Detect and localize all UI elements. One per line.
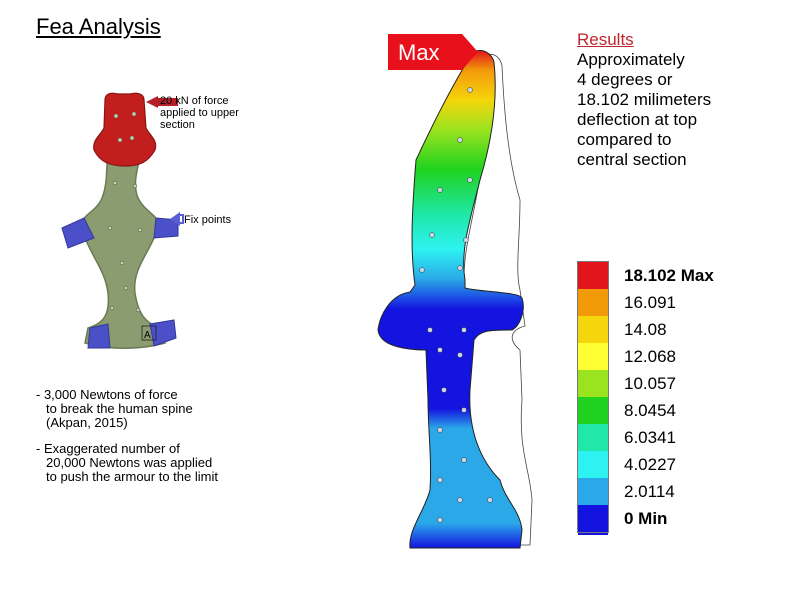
legend-entry: 4.0227 xyxy=(578,451,738,481)
legend-label: 10.057 xyxy=(624,374,676,393)
legend-label: 18.102 Max xyxy=(624,266,714,285)
note-line: to break the human spine xyxy=(46,401,193,416)
legend-swatch xyxy=(578,370,608,400)
model-body xyxy=(80,147,166,349)
note-line: - Exaggerated number of xyxy=(36,441,180,456)
load-region xyxy=(93,92,157,167)
results-line: 4 degrees or xyxy=(577,70,673,89)
fix-annotation: Fix points xyxy=(184,214,232,226)
note-line: to push the armour to the limit xyxy=(46,469,218,484)
results-line: 18.102 milimeters xyxy=(577,90,712,109)
legend-entry: 14.08 xyxy=(578,316,738,346)
legend-entry: 16.091 xyxy=(578,289,738,319)
results-line: compared to xyxy=(577,130,672,149)
legend-entry: 12.068 xyxy=(578,343,738,373)
load-setup-model: A xyxy=(61,92,184,349)
legend-swatch xyxy=(578,505,608,535)
note-item: - 3,000 Newtons of force to break the hu… xyxy=(36,388,296,430)
legend-label: 2.0114 xyxy=(624,482,675,501)
legend-swatch xyxy=(578,343,608,373)
point-a-label: A xyxy=(144,330,151,341)
results-line: Approximately xyxy=(577,50,685,69)
legend-label: 14.08 xyxy=(624,320,667,339)
legend-swatch xyxy=(578,316,608,346)
legend-entry: 0 Min xyxy=(578,505,738,535)
legend-swatch xyxy=(578,262,608,292)
notes: - 3,000 Newtons of force to break the hu… xyxy=(36,388,296,496)
note-line: 20,000 Newtons was applied xyxy=(46,455,213,470)
note-item: - Exaggerated number of 20,000 Newtons w… xyxy=(36,442,296,484)
force-annotation: 20 kN of force applied to upper section xyxy=(160,95,239,131)
note-line: (Akpan, 2015) xyxy=(46,415,128,430)
legend-label: 6.0341 xyxy=(624,428,676,447)
legend-entry: 10.057 xyxy=(578,370,738,400)
max-flag xyxy=(388,34,478,70)
legend-entry: 18.102 Max xyxy=(578,262,738,292)
legend-swatch xyxy=(578,451,608,481)
deformation-model: Max xyxy=(377,34,533,549)
legend-label: 8.0454 xyxy=(624,401,676,420)
deformed-bolt-holes xyxy=(419,87,493,523)
legend-entry: 8.0454 xyxy=(578,397,738,427)
legend-frame xyxy=(577,261,609,533)
note-line: - 3,000 Newtons of force xyxy=(36,387,178,402)
legend-label: 16.091 xyxy=(624,293,676,312)
fix-region-bottom-left xyxy=(87,323,111,349)
legend-entry: 6.0341 xyxy=(578,424,738,454)
legend-swatch xyxy=(578,424,608,454)
results-line: central section xyxy=(577,150,687,169)
legend-swatch xyxy=(578,289,608,319)
bolt-holes xyxy=(107,111,143,313)
slide-title: Fea Analysis xyxy=(36,14,161,39)
point-a-marker xyxy=(141,325,157,341)
max-label: Max xyxy=(398,40,440,65)
legend-label: 0 Min xyxy=(624,509,668,528)
fix-region-left xyxy=(61,217,95,249)
legend-label: 12.068 xyxy=(624,347,676,366)
results-heading: Results xyxy=(577,30,634,49)
fix-region-bottom-right xyxy=(149,319,177,347)
results-line: deflection at top xyxy=(577,110,698,129)
legend-entry: 2.0114 xyxy=(578,478,738,508)
legend-swatch xyxy=(578,397,608,427)
legend-swatch xyxy=(578,478,608,508)
force-arrow-icon xyxy=(146,96,178,108)
deformed-body xyxy=(377,50,524,549)
legend-label: 4.0227 xyxy=(624,455,676,474)
results-text: Approximately 4 degrees or 18.102 milime… xyxy=(577,50,777,170)
fix-arrow-icon xyxy=(170,212,184,226)
